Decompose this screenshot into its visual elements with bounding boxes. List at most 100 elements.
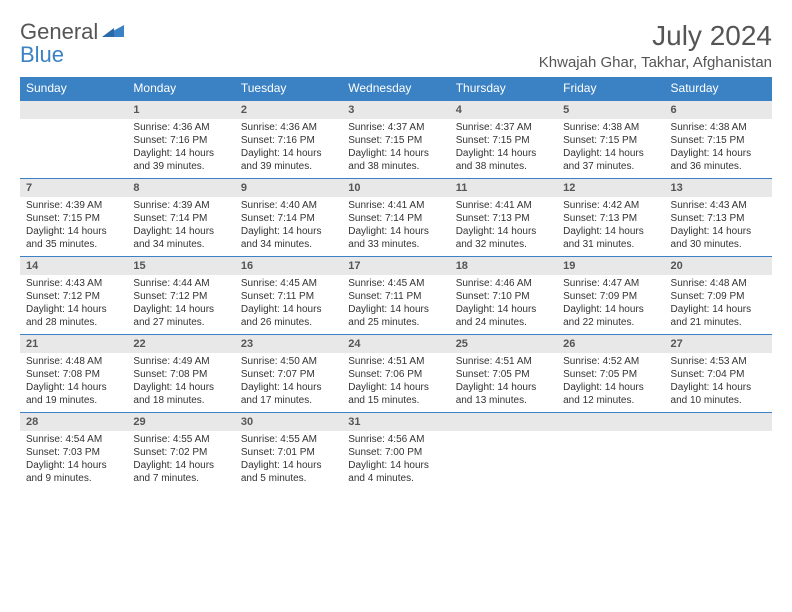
sunset-line: Sunset: 7:10 PM xyxy=(456,290,551,303)
day-number: 22 xyxy=(127,334,234,353)
day-number: 10 xyxy=(342,178,449,197)
day-number: 12 xyxy=(557,178,664,197)
sunset-line: Sunset: 7:13 PM xyxy=(563,212,658,225)
sunrise-line: Sunrise: 4:36 AM xyxy=(241,121,336,134)
calendar-week: 21Sunrise: 4:48 AMSunset: 7:08 PMDayligh… xyxy=(20,334,772,412)
calendar-cell: 27Sunrise: 4:53 AMSunset: 7:04 PMDayligh… xyxy=(665,334,772,412)
daylight-line: Daylight: 14 hours and 28 minutes. xyxy=(26,303,121,329)
sunrise-line: Sunrise: 4:56 AM xyxy=(348,433,443,446)
daylight-line: Daylight: 14 hours and 30 minutes. xyxy=(671,225,766,251)
empty-day-bar xyxy=(450,412,557,431)
daylight-line: Daylight: 14 hours and 34 minutes. xyxy=(133,225,228,251)
sunset-line: Sunset: 7:05 PM xyxy=(456,368,551,381)
day-number: 3 xyxy=(342,100,449,119)
daylight-line: Daylight: 14 hours and 37 minutes. xyxy=(563,147,658,173)
day-details: Sunrise: 4:54 AMSunset: 7:03 PMDaylight:… xyxy=(20,431,127,489)
daylight-line: Daylight: 14 hours and 25 minutes. xyxy=(348,303,443,329)
calendar-cell: 8Sunrise: 4:39 AMSunset: 7:14 PMDaylight… xyxy=(127,178,234,256)
sunset-line: Sunset: 7:16 PM xyxy=(241,134,336,147)
daylight-line: Daylight: 14 hours and 9 minutes. xyxy=(26,459,121,485)
day-details: Sunrise: 4:45 AMSunset: 7:11 PMDaylight:… xyxy=(235,275,342,333)
day-details: Sunrise: 4:39 AMSunset: 7:15 PMDaylight:… xyxy=(20,197,127,255)
calendar-cell: 26Sunrise: 4:52 AMSunset: 7:05 PMDayligh… xyxy=(557,334,664,412)
daylight-line: Daylight: 14 hours and 34 minutes. xyxy=(241,225,336,251)
day-number: 6 xyxy=(665,100,772,119)
daylight-line: Daylight: 14 hours and 22 minutes. xyxy=(563,303,658,329)
daylight-line: Daylight: 14 hours and 13 minutes. xyxy=(456,381,551,407)
day-details: Sunrise: 4:56 AMSunset: 7:00 PMDaylight:… xyxy=(342,431,449,489)
daylight-line: Daylight: 14 hours and 10 minutes. xyxy=(671,381,766,407)
sunset-line: Sunset: 7:01 PM xyxy=(241,446,336,459)
day-details: Sunrise: 4:36 AMSunset: 7:16 PMDaylight:… xyxy=(127,119,234,177)
day-details: Sunrise: 4:41 AMSunset: 7:14 PMDaylight:… xyxy=(342,197,449,255)
daylight-line: Daylight: 14 hours and 19 minutes. xyxy=(26,381,121,407)
day-number: 8 xyxy=(127,178,234,197)
day-number: 1 xyxy=(127,100,234,119)
sunset-line: Sunset: 7:02 PM xyxy=(133,446,228,459)
sunrise-line: Sunrise: 4:41 AM xyxy=(456,199,551,212)
calendar-cell: 6Sunrise: 4:38 AMSunset: 7:15 PMDaylight… xyxy=(665,100,772,179)
daylight-line: Daylight: 14 hours and 35 minutes. xyxy=(26,225,121,251)
sunrise-line: Sunrise: 4:36 AM xyxy=(133,121,228,134)
calendar-cell: 21Sunrise: 4:48 AMSunset: 7:08 PMDayligh… xyxy=(20,334,127,412)
calendar-cell: 28Sunrise: 4:54 AMSunset: 7:03 PMDayligh… xyxy=(20,412,127,490)
sunrise-line: Sunrise: 4:43 AM xyxy=(26,277,121,290)
calendar-cell: 13Sunrise: 4:43 AMSunset: 7:13 PMDayligh… xyxy=(665,178,772,256)
calendar-cell: 7Sunrise: 4:39 AMSunset: 7:15 PMDaylight… xyxy=(20,178,127,256)
calendar-week: 1Sunrise: 4:36 AMSunset: 7:16 PMDaylight… xyxy=(20,100,772,179)
sunset-line: Sunset: 7:15 PM xyxy=(348,134,443,147)
day-details: Sunrise: 4:51 AMSunset: 7:05 PMDaylight:… xyxy=(450,353,557,411)
sunrise-line: Sunrise: 4:37 AM xyxy=(456,121,551,134)
calendar-cell: 4Sunrise: 4:37 AMSunset: 7:15 PMDaylight… xyxy=(450,100,557,179)
weekday-header: Monday xyxy=(127,77,234,100)
day-details: Sunrise: 4:38 AMSunset: 7:15 PMDaylight:… xyxy=(665,119,772,177)
daylight-line: Daylight: 14 hours and 39 minutes. xyxy=(241,147,336,173)
logo-icon xyxy=(102,20,124,43)
daylight-line: Daylight: 14 hours and 27 minutes. xyxy=(133,303,228,329)
day-details: Sunrise: 4:42 AMSunset: 7:13 PMDaylight:… xyxy=(557,197,664,255)
calendar-cell: 11Sunrise: 4:41 AMSunset: 7:13 PMDayligh… xyxy=(450,178,557,256)
day-details: Sunrise: 4:40 AMSunset: 7:14 PMDaylight:… xyxy=(235,197,342,255)
daylight-line: Daylight: 14 hours and 33 minutes. xyxy=(348,225,443,251)
location: Khwajah Ghar, Takhar, Afghanistan xyxy=(539,54,772,71)
day-number: 25 xyxy=(450,334,557,353)
sunset-line: Sunset: 7:09 PM xyxy=(563,290,658,303)
sunrise-line: Sunrise: 4:47 AM xyxy=(563,277,658,290)
sunrise-line: Sunrise: 4:49 AM xyxy=(133,355,228,368)
daylight-line: Daylight: 14 hours and 24 minutes. xyxy=(456,303,551,329)
day-details: Sunrise: 4:51 AMSunset: 7:06 PMDaylight:… xyxy=(342,353,449,411)
day-details: Sunrise: 4:43 AMSunset: 7:12 PMDaylight:… xyxy=(20,275,127,333)
sunrise-line: Sunrise: 4:46 AM xyxy=(456,277,551,290)
calendar-cell: 10Sunrise: 4:41 AMSunset: 7:14 PMDayligh… xyxy=(342,178,449,256)
sunrise-line: Sunrise: 4:50 AM xyxy=(241,355,336,368)
daylight-line: Daylight: 14 hours and 38 minutes. xyxy=(456,147,551,173)
sunrise-line: Sunrise: 4:55 AM xyxy=(241,433,336,446)
calendar-cell xyxy=(20,100,127,179)
day-number: 11 xyxy=(450,178,557,197)
sunrise-line: Sunrise: 4:42 AM xyxy=(563,199,658,212)
sunset-line: Sunset: 7:15 PM xyxy=(671,134,766,147)
day-details: Sunrise: 4:37 AMSunset: 7:15 PMDaylight:… xyxy=(342,119,449,177)
day-number: 9 xyxy=(235,178,342,197)
sunset-line: Sunset: 7:05 PM xyxy=(563,368,658,381)
sunset-line: Sunset: 7:15 PM xyxy=(26,212,121,225)
weekday-header: Wednesday xyxy=(342,77,449,100)
day-details: Sunrise: 4:52 AMSunset: 7:05 PMDaylight:… xyxy=(557,353,664,411)
daylight-line: Daylight: 14 hours and 21 minutes. xyxy=(671,303,766,329)
day-number: 28 xyxy=(20,412,127,431)
sunrise-line: Sunrise: 4:45 AM xyxy=(348,277,443,290)
day-number: 23 xyxy=(235,334,342,353)
calendar: SundayMondayTuesdayWednesdayThursdayFrid… xyxy=(20,77,772,490)
day-details: Sunrise: 4:55 AMSunset: 7:01 PMDaylight:… xyxy=(235,431,342,489)
sunrise-line: Sunrise: 4:39 AM xyxy=(26,199,121,212)
sunset-line: Sunset: 7:11 PM xyxy=(348,290,443,303)
sunrise-line: Sunrise: 4:53 AM xyxy=(671,355,766,368)
daylight-line: Daylight: 14 hours and 32 minutes. xyxy=(456,225,551,251)
calendar-cell: 16Sunrise: 4:45 AMSunset: 7:11 PMDayligh… xyxy=(235,256,342,334)
empty-day-bar xyxy=(665,412,772,431)
calendar-cell: 18Sunrise: 4:46 AMSunset: 7:10 PMDayligh… xyxy=(450,256,557,334)
title-block: July 2024 Khwajah Ghar, Takhar, Afghanis… xyxy=(539,20,772,71)
calendar-head: SundayMondayTuesdayWednesdayThursdayFrid… xyxy=(20,77,772,100)
sunset-line: Sunset: 7:08 PM xyxy=(133,368,228,381)
sunset-line: Sunset: 7:16 PM xyxy=(133,134,228,147)
